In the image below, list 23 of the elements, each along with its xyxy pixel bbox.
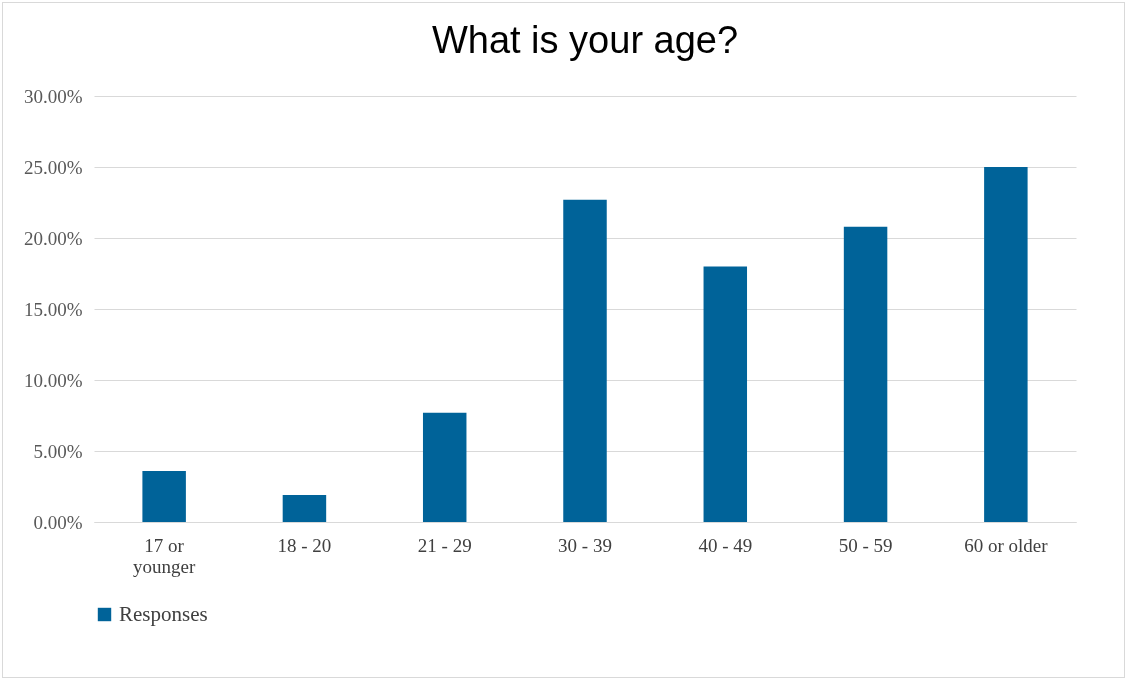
x-tick-label: 50 - 59: [838, 534, 893, 556]
bar: [703, 266, 748, 522]
bar: [843, 226, 888, 522]
y-tick-label: 10.00%: [23, 369, 83, 391]
x-tick-label: 18 - 20: [277, 534, 332, 556]
y-tick-label: 15.00%: [23, 298, 83, 320]
y-tick-label: 0.00%: [33, 511, 83, 533]
bar: [422, 412, 467, 522]
x-tick-label: 40 - 49: [698, 534, 753, 556]
x-tick-label: 60 or older: [964, 534, 1049, 556]
y-tick-label: 5.00%: [33, 440, 83, 462]
y-tick-label: 25.00%: [23, 156, 83, 178]
bar: [984, 167, 1028, 522]
x-tick-label: 30 - 39: [558, 534, 612, 556]
x-tick-label: 21 - 29: [417, 534, 472, 556]
bar: [282, 495, 327, 522]
chart-title: What is your age?: [431, 19, 739, 61]
y-tick-label: 30.00%: [23, 85, 83, 107]
x-tick-label: 17 or younger: [133, 534, 196, 577]
bar: [563, 199, 607, 522]
legend-label: Responses: [119, 601, 208, 626]
bar: [142, 470, 186, 522]
y-tick-label: 20.00%: [23, 227, 83, 249]
